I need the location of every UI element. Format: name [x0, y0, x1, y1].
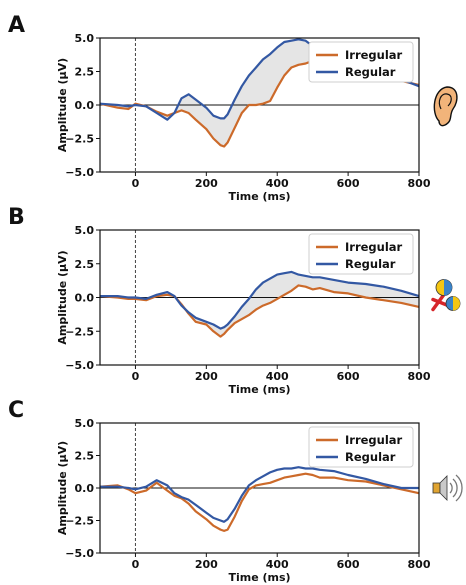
ear-icon: [433, 86, 458, 127]
x-tick-label: 800: [408, 558, 431, 571]
x-axis-label: Time (ms): [228, 383, 290, 396]
y-tick-label: 2.5: [75, 66, 95, 79]
x-tick-label: 600: [337, 558, 360, 571]
x-tick-label: 400: [266, 177, 289, 190]
difference-shading: [99, 271, 420, 337]
y-axis-label: Amplitude (μV): [56, 58, 69, 152]
legend-label-irregular: Irregular: [345, 433, 403, 447]
y-tick-label: −5.0: [65, 547, 94, 560]
y-tick-label: −2.5: [65, 133, 94, 146]
y-tick-label: 0.0: [75, 292, 95, 305]
x-tick-label: 800: [408, 370, 431, 383]
speaker-icon: [432, 474, 463, 502]
y-tick-label: 0.0: [75, 99, 95, 112]
chart-panel-b: B −5.0 −2.5 0.0 2.5 5.0 0 200 400 600 800 Time (ms)…: [8, 205, 461, 396]
x-tick-label: 0: [132, 370, 140, 383]
panel-letter: C: [8, 398, 24, 423]
x-tick-label: 400: [266, 558, 289, 571]
x-tick-label: 0: [132, 177, 140, 190]
y-tick-label: −2.5: [65, 325, 94, 338]
y-tick-label: 2.5: [75, 258, 95, 271]
x-tick-label: 200: [195, 370, 218, 383]
x-tick-label: 600: [337, 177, 360, 190]
x-tick-label: 600: [337, 370, 360, 383]
maracas-icon: [431, 279, 461, 312]
y-tick-label: 5.0: [75, 32, 95, 45]
legend: Irregular Regular: [308, 426, 414, 468]
y-tick-label: −5.0: [65, 166, 94, 179]
y-axis-label: Amplitude (μV): [56, 441, 69, 535]
panel-letter: A: [8, 13, 25, 38]
legend-label-regular: Regular: [345, 65, 396, 79]
legend-label-irregular: Irregular: [345, 48, 403, 62]
y-axis-label: Amplitude (μV): [56, 250, 69, 344]
y-tick-label: −5.0: [65, 359, 94, 372]
panel-letter: B: [8, 205, 25, 230]
x-tick-label: 200: [195, 558, 218, 571]
series-line-irregular: [99, 472, 420, 533]
y-tick-label: 5.0: [75, 224, 95, 237]
y-tick-label: 0.0: [75, 482, 95, 495]
y-tick-label: 5.0: [75, 417, 95, 430]
series-line-regular: [100, 270, 420, 330]
chart-panel-a: A −5.0 −2.5 0.0 2.5 5.0 0 200 400 600 800 Time (ms)…: [8, 13, 458, 203]
series-line-regular: [100, 466, 419, 523]
legend-label-irregular: Irregular: [345, 240, 403, 254]
x-tick-label: 200: [195, 177, 218, 190]
x-axis-label: Time (ms): [228, 571, 290, 584]
chart-panel-c: C −5.0 −2.5 0.0 2.5 5.0 0 200 400 600 800 Time (ms)…: [8, 398, 463, 584]
y-tick-label: 2.5: [75, 450, 95, 463]
legend-label-regular: Regular: [345, 450, 396, 464]
series-line-irregular: [99, 284, 420, 338]
legend-label-regular: Regular: [345, 257, 396, 271]
x-tick-label: 800: [408, 177, 431, 190]
legend: Irregular Regular: [308, 41, 414, 83]
x-axis-label: Time (ms): [228, 190, 290, 203]
x-tick-label: 0: [132, 558, 140, 571]
legend: Irregular Regular: [308, 233, 414, 275]
x-tick-label: 400: [266, 370, 289, 383]
y-tick-label: −2.5: [65, 515, 94, 528]
